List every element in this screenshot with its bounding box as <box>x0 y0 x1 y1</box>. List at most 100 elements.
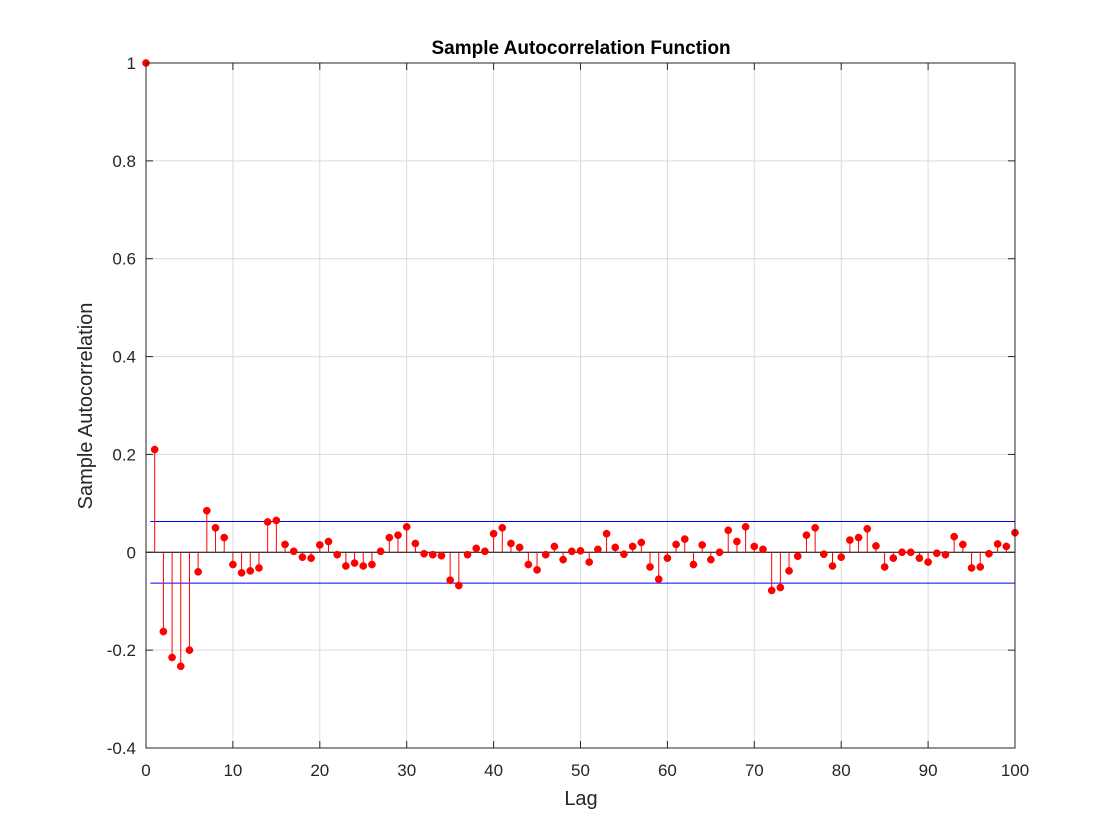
acf-point <box>567 547 576 556</box>
chart-title: Sample Autocorrelation Function <box>431 38 730 59</box>
acf-point <box>854 533 863 542</box>
acf-point <box>724 526 733 535</box>
acf-point <box>654 575 663 584</box>
acf-point <box>628 542 637 551</box>
acf-point <box>602 529 611 538</box>
acf-point <box>733 537 741 546</box>
acf-point <box>767 586 776 595</box>
acf-point <box>680 535 689 543</box>
acf-point <box>220 533 229 542</box>
y-tick-labels: -0.4 -0.2 0 0.2 0.4 0.6 0.8 1 <box>107 54 136 758</box>
y-axis-label: Sample Autocorrelation <box>75 303 97 510</box>
x-tick-label: 90 <box>919 761 938 780</box>
acf-point <box>611 543 620 552</box>
y-tick-label: 0 <box>127 543 136 562</box>
acf-point <box>906 548 915 557</box>
acf-point <box>402 522 411 531</box>
y-tick-label: 0.6 <box>112 250 136 269</box>
acf-point <box>420 549 428 558</box>
acf-point <box>437 551 446 560</box>
x-tick-label: 20 <box>310 761 329 780</box>
acf-point <box>263 518 272 526</box>
acf-point <box>289 547 298 556</box>
acf-point <box>211 523 220 532</box>
x-tick-label: 0 <box>141 761 150 780</box>
acf-point <box>237 568 246 577</box>
acf-point <box>985 549 993 558</box>
acf-point <box>785 567 793 575</box>
axes-box <box>145 62 1016 749</box>
acf-point <box>689 560 698 569</box>
acf-point <box>281 540 289 549</box>
acf-point <box>385 533 394 542</box>
x-tick-label: 10 <box>223 761 242 780</box>
acf-point <box>472 544 481 553</box>
acf-point <box>333 550 342 559</box>
y-tick-label: -0.2 <box>107 641 136 660</box>
y-tick-label: 0.4 <box>112 348 136 367</box>
acf-point <box>533 566 541 574</box>
acf-point <box>150 445 159 454</box>
acf-point <box>620 550 628 559</box>
acf-point <box>559 555 567 564</box>
acf-point <box>463 550 472 559</box>
acf-point <box>672 540 680 549</box>
acf-point <box>541 550 550 559</box>
acf-point <box>793 552 802 561</box>
x-axis-label: Lag <box>564 788 597 810</box>
acf-point <box>941 550 950 559</box>
acf-point <box>368 560 376 569</box>
acf-point <box>376 547 385 556</box>
acf-point <box>185 646 194 654</box>
acf-point <box>524 560 533 569</box>
acf-point <box>255 564 263 572</box>
acf-point <box>741 522 750 531</box>
acf-point <box>307 554 315 563</box>
acf-point <box>550 542 559 551</box>
acf-point <box>202 506 211 515</box>
acf-point <box>594 545 602 554</box>
acf-point <box>315 541 324 549</box>
acf-point <box>585 558 594 566</box>
acf-point <box>576 546 585 555</box>
acf-point <box>446 576 454 585</box>
acf-point <box>194 568 202 576</box>
acf-point <box>507 539 515 548</box>
acf-point <box>637 538 646 547</box>
acf-point <box>976 563 985 571</box>
acf-point <box>715 548 724 557</box>
acf-point <box>168 653 176 662</box>
acf-point <box>298 553 307 562</box>
acf-point <box>880 563 889 571</box>
acf-point <box>324 537 333 546</box>
x-tick-label: 80 <box>832 761 851 780</box>
acf-point <box>698 541 707 549</box>
acf-point <box>811 523 819 532</box>
x-tick-labels: 0 10 20 30 40 50 60 70 80 90 100 <box>141 761 1029 780</box>
acf-point <box>359 562 368 570</box>
acf-point <box>932 549 941 558</box>
acf-point <box>176 662 185 671</box>
acf-point <box>1002 542 1011 551</box>
acf-point <box>889 554 898 563</box>
acf-point <box>428 550 437 559</box>
acf-point <box>394 531 402 540</box>
acf-point <box>246 567 255 575</box>
acf-point <box>750 542 759 551</box>
acf-point <box>350 559 359 567</box>
acf-point <box>776 583 785 592</box>
acf-point <box>515 543 524 552</box>
acf-point <box>959 540 967 549</box>
acf-point <box>802 531 811 540</box>
acf-point <box>837 553 846 562</box>
acf-point <box>967 564 976 572</box>
x-tick-label: 70 <box>745 761 764 780</box>
acf-point <box>272 516 281 525</box>
confidence-bounds <box>150 520 1015 584</box>
acf-point <box>411 539 420 548</box>
acf-point <box>950 532 959 541</box>
acf-point <box>846 536 854 544</box>
acf-point <box>646 563 654 571</box>
acf-point <box>828 562 837 570</box>
